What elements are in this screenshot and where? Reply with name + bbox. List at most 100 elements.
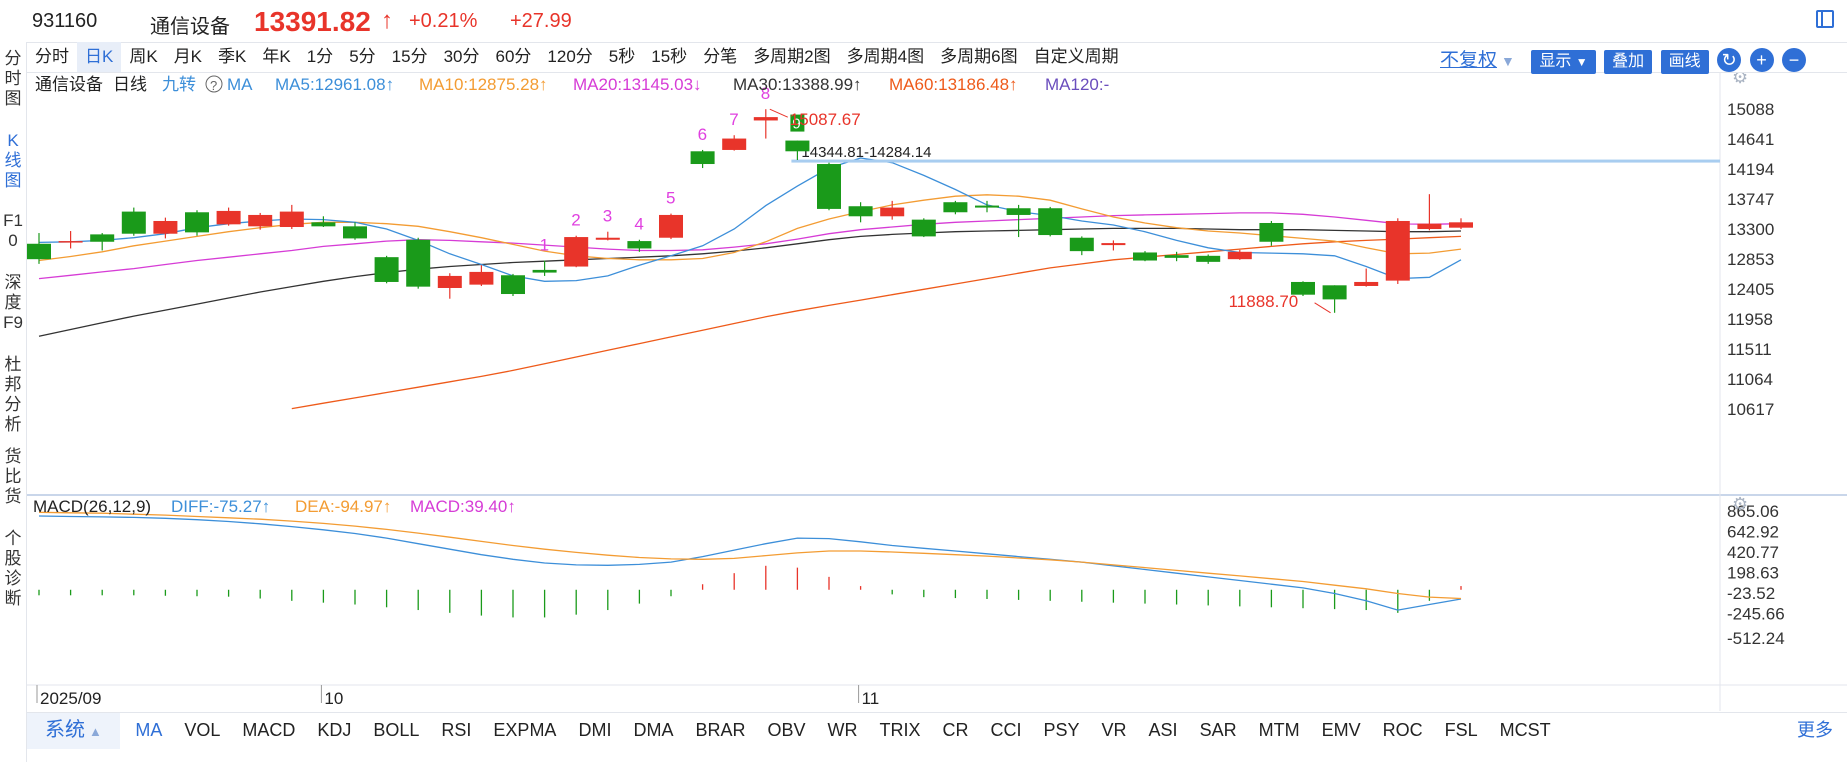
tab-indicator-kdj[interactable]: KDJ xyxy=(317,720,352,740)
candle-body[interactable] xyxy=(1006,208,1031,215)
tab-period-14[interactable]: 分笔 xyxy=(703,47,738,66)
tab-indicator-expma[interactable]: EXPMA xyxy=(493,720,557,740)
legend-nine[interactable]: 九转 xyxy=(162,75,196,94)
tab-period-12[interactable]: 5秒 xyxy=(608,47,636,66)
tab-indicator-cci[interactable]: CCI xyxy=(990,720,1022,740)
sidebar-item-dupont[interactable]: 杜邦分析 xyxy=(4,355,22,434)
candle-body[interactable] xyxy=(785,140,810,152)
candle-body[interactable] xyxy=(1038,208,1063,236)
tab-indicator-macd[interactable]: MACD xyxy=(242,720,296,740)
more-indicators-link[interactable]: 更多 xyxy=(1797,720,1833,740)
tab-indicator-wr[interactable]: WR xyxy=(827,720,858,740)
candle-body[interactable] xyxy=(406,239,431,287)
tab-indicator-cr[interactable]: CR xyxy=(942,720,969,740)
candle-body[interactable] xyxy=(595,237,620,240)
overlay-button[interactable]: 叠加 xyxy=(1604,50,1653,74)
sidebar-item-compare[interactable]: 货比货 xyxy=(4,447,22,506)
candle-body[interactable] xyxy=(469,271,494,285)
candle-body[interactable] xyxy=(627,241,652,249)
candle-body[interactable] xyxy=(501,275,525,295)
tab-indicator-mcst[interactable]: MCST xyxy=(1499,720,1551,740)
tab-indicator-roc[interactable]: ROC xyxy=(1382,720,1423,740)
candle-body[interactable] xyxy=(185,212,209,233)
tab-indicator-vr[interactable]: VR xyxy=(1101,720,1127,740)
sidebar-item-f10[interactable]: F10 xyxy=(3,211,23,250)
candle-body[interactable] xyxy=(1164,255,1189,258)
display-button[interactable]: 显示 ▼ xyxy=(1531,50,1596,74)
candle-body[interactable] xyxy=(311,222,336,227)
fq-select[interactable]: 不复权 xyxy=(1440,50,1497,71)
tab-indicator-trix[interactable]: TRIX xyxy=(879,720,921,740)
candle-body[interactable] xyxy=(279,211,304,228)
candle-body[interactable] xyxy=(121,211,146,234)
zoom-out-icon[interactable]: − xyxy=(1781,48,1806,72)
tab-indicator-rsi[interactable]: RSI xyxy=(441,720,472,740)
draw-line-button[interactable]: 画线 xyxy=(1660,50,1709,74)
candle-body[interactable] xyxy=(1449,222,1473,228)
candle-body[interactable] xyxy=(943,202,968,213)
candle-body[interactable] xyxy=(248,214,273,227)
tab-period-4[interactable]: 季K xyxy=(218,47,247,66)
candle-body[interactable] xyxy=(1069,237,1094,252)
macd-settings-icon[interactable]: ⚙ xyxy=(1732,494,1748,514)
candle-body[interactable] xyxy=(58,241,83,243)
candle-body[interactable] xyxy=(27,243,51,260)
tab-period-15[interactable]: 多周期2图 xyxy=(753,47,831,66)
sidebar-item-f9[interactable]: 深度F9 xyxy=(3,273,23,332)
tab-indicator-sar[interactable]: SAR xyxy=(1199,720,1237,740)
candle-body[interactable] xyxy=(1133,252,1157,261)
tab-indicator-emv[interactable]: EMV xyxy=(1321,720,1361,740)
tab-period-7[interactable]: 5分 xyxy=(349,47,376,66)
candle-body[interactable] xyxy=(1417,223,1442,230)
tab-period-2[interactable]: 周K xyxy=(129,47,158,66)
candle-body[interactable] xyxy=(532,269,557,273)
candle-body[interactable] xyxy=(343,226,367,239)
candle-body[interactable] xyxy=(690,151,715,165)
tab-period-6[interactable]: 1分 xyxy=(306,47,334,66)
indicator-system-tab[interactable]: 系统 ▲ xyxy=(27,713,120,749)
tab-period-9[interactable]: 30分 xyxy=(443,47,480,66)
sidebar-item-kline[interactable]: K线图 xyxy=(4,131,22,190)
candle-body[interactable] xyxy=(1322,285,1347,300)
tab-indicator-asi[interactable]: ASI xyxy=(1148,720,1178,740)
candle-body[interactable] xyxy=(90,234,115,242)
tab-period-13[interactable]: 15秒 xyxy=(651,47,688,66)
sidebar-item-diagnosis[interactable]: 个股诊断 xyxy=(4,529,22,608)
tab-indicator-ma[interactable]: MA xyxy=(135,720,163,740)
tab-period-10[interactable]: 60分 xyxy=(495,47,532,66)
candle-body[interactable] xyxy=(1354,281,1379,286)
candle-body[interactable] xyxy=(659,214,683,238)
tab-period-17[interactable]: 多周期6图 xyxy=(940,47,1018,66)
candle-body[interactable] xyxy=(153,220,178,234)
tab-period-3[interactable]: 月K xyxy=(173,47,203,66)
tab-period-8[interactable]: 15分 xyxy=(391,47,428,66)
candle-body[interactable] xyxy=(722,138,747,150)
help-icon[interactable] xyxy=(205,75,223,93)
tab-period-18[interactable]: 自定义周期 xyxy=(1033,47,1119,66)
tab-period-11[interactable]: 120分 xyxy=(547,47,593,66)
candle-body[interactable] xyxy=(1227,251,1252,260)
tab-indicator-boll[interactable]: BOLL xyxy=(373,720,420,740)
tab-indicator-fsl[interactable]: FSL xyxy=(1444,720,1478,740)
candle-body[interactable] xyxy=(564,237,589,267)
tab-indicator-dmi[interactable]: DMI xyxy=(578,720,612,740)
price-settings-icon[interactable]: ⚙ xyxy=(1732,73,1748,87)
tab-period-1[interactable]: 日K xyxy=(77,42,122,72)
tab-indicator-obv[interactable]: OBV xyxy=(767,720,806,740)
refresh-icon[interactable]: ↻ xyxy=(1717,48,1742,72)
tab-indicator-dma[interactable]: DMA xyxy=(633,720,674,740)
candle-body[interactable] xyxy=(1259,222,1284,242)
candle-body[interactable] xyxy=(848,206,873,217)
candle-body[interactable] xyxy=(374,257,399,282)
candle-body[interactable] xyxy=(437,275,462,288)
window-toggle-icon[interactable] xyxy=(1816,10,1834,28)
candle-body[interactable] xyxy=(975,205,999,208)
candle-body[interactable] xyxy=(216,210,241,225)
candle-body[interactable] xyxy=(880,207,905,217)
tab-period-5[interactable]: 年K xyxy=(262,47,291,66)
tab-indicator-psy[interactable]: PSY xyxy=(1043,720,1080,740)
candle-body[interactable] xyxy=(753,117,778,121)
candle-body[interactable] xyxy=(817,164,841,209)
candle-body[interactable] xyxy=(1385,220,1410,281)
sidebar-item-fenshi[interactable]: 分时图 xyxy=(4,49,22,108)
